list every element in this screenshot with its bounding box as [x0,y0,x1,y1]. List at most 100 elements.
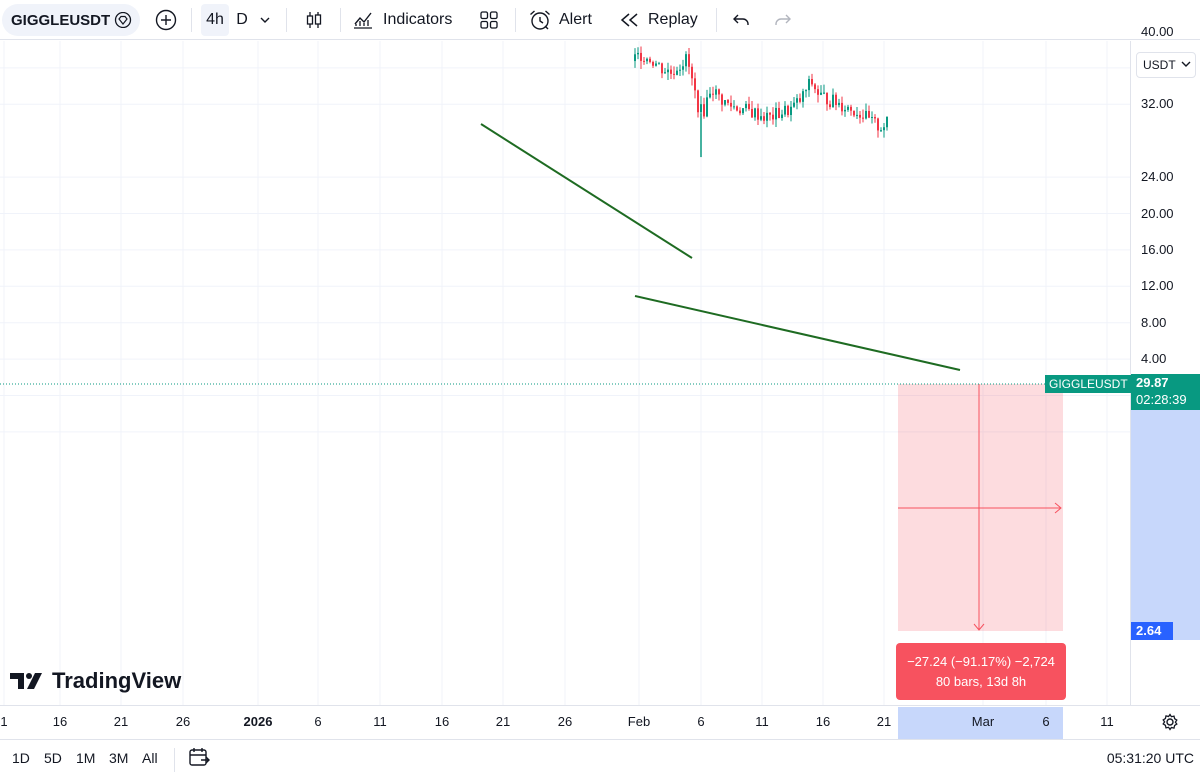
candle-body [778,107,780,118]
time-axis[interactable]: 1 16 21 26 2026 6 11 16 21 26 Feb 6 11 16 21 Mar 6 11 [0,705,1200,739]
trendline-upper[interactable] [480,123,693,259]
candle-body [649,58,651,62]
candle-body [766,112,768,121]
candle-body [835,94,837,106]
price-tick: 40.00 [1141,23,1174,39]
interval-d-button[interactable]: D [233,4,251,36]
chart-pane[interactable] [0,41,1130,705]
measure-right-arrow [1054,502,1062,514]
tradingview-logo[interactable]: TradingView [10,668,181,694]
candle-body [832,94,834,108]
candle-body [820,92,822,95]
candlestick-series[interactable] [52,41,888,158]
grid-icon [480,11,498,29]
candle-body [847,106,849,110]
last-price: 29.87 [1136,375,1169,390]
time-tick: 21 [113,714,129,729]
indicators-button[interactable]: Indicators [352,4,462,36]
toolbar-divider [340,8,341,32]
calendar-icon [189,748,210,766]
compare-symbol-button[interactable] [152,4,180,36]
utc-clock[interactable]: 05:31:20 UTC [1106,750,1194,766]
candle-body [715,89,717,95]
interval-label: 4h [206,11,224,28]
bar-countdown: 02:28:39 [1136,392,1187,407]
time-tick: 16 [815,714,831,729]
undo-button[interactable] [728,4,754,36]
price-tick: 8.00 [1141,314,1167,330]
time-tick: 21 [495,714,511,729]
candle-body [802,91,804,102]
candle-body [703,104,705,117]
candle-body [781,114,783,118]
measure-tool[interactable] [898,384,1063,631]
candle-body [724,100,726,105]
candle-body [700,104,702,113]
measure-down-arrow [973,623,985,631]
measure-axis-highlight [1131,410,1200,640]
candle-body [799,98,801,102]
candle-body [754,108,756,118]
price-chart[interactable] [0,41,1130,705]
symbol-name: GIGGLEUSDT [11,11,111,29]
candle-body [838,102,840,106]
indicators-icon [354,12,372,29]
candle-body [661,63,663,74]
candle-body [793,102,795,107]
time-tick: Mar [971,714,995,729]
go-to-date-button[interactable] [188,746,210,773]
range-1m-button[interactable]: 1M [76,750,96,766]
candle-body [652,61,654,66]
alarm-clock-icon [530,10,550,30]
measure-result-label: −27.24 (−91.17%) −2,724 80 bars, 13d 8h [896,643,1066,700]
redo-icon [775,14,791,25]
symbol-search-button[interactable]: GIGGLEUSDT [2,4,140,36]
interval-4h-button[interactable]: 4h [201,4,229,36]
candle-body [805,90,807,92]
candle-body [691,66,693,79]
candle-body [718,89,720,95]
candle-body [823,92,825,94]
symbol-price-label: GIGGLEUSDT [1045,375,1132,393]
range-5d-button[interactable]: 5D [44,750,62,766]
price-tick: 4.00 [1141,351,1167,367]
candle-body [742,108,744,114]
candle-body [688,54,690,67]
replay-label: Replay [648,11,698,28]
time-tick: 6 [697,714,705,729]
indicator-templates-button[interactable] [476,4,502,36]
time-tick: 26 [557,714,573,729]
time-tick: 11 [1100,714,1114,729]
currency-select[interactable]: USDT [1136,52,1196,78]
time-tick: 2026 [243,714,273,729]
alert-button[interactable]: Alert [528,4,604,36]
candle-body [826,92,828,105]
redo-button[interactable] [770,4,796,36]
interval-dropdown-button[interactable] [256,4,274,36]
time-tick: 11 [755,714,769,729]
replay-button[interactable]: Replay [620,4,702,36]
chart-settings-button[interactable] [1161,713,1179,736]
candle-body [673,73,675,75]
time-tick: 6 [314,714,322,729]
candle-body [736,106,738,111]
candle-body [862,117,864,119]
chevron-down-icon [1181,61,1191,67]
toolbar-divider [174,748,175,772]
range-all-button[interactable]: All [142,750,158,766]
candle-body [772,114,774,120]
trendline-lower[interactable] [634,295,961,371]
price-tick: 44.00 [1141,0,1174,2]
time-tick: 1 [0,714,8,729]
candle-body [841,102,843,112]
candle-body [634,54,636,62]
range-1d-button[interactable]: 1D [12,750,30,766]
gear-icon [1162,713,1178,731]
chart-type-button[interactable] [300,4,328,36]
candle-body [730,102,732,107]
candle-body [760,116,762,120]
candle-body [868,110,870,118]
time-tick: Feb [627,714,651,729]
range-3m-button[interactable]: 3M [109,750,129,766]
